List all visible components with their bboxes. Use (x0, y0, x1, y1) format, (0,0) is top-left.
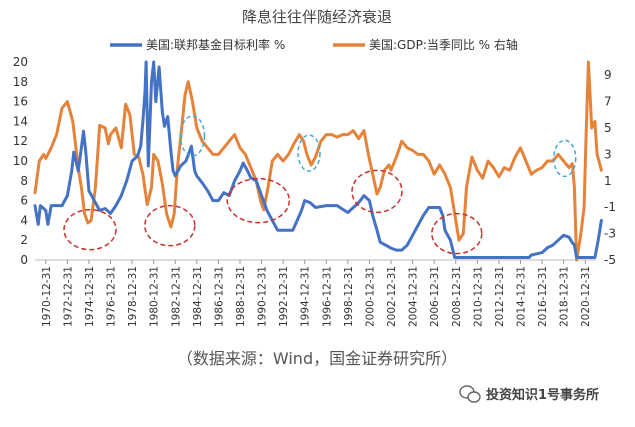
left-tick-label: 2 (20, 233, 28, 247)
x-tick-label: 1998-12-31 (343, 266, 355, 327)
x-tick-label: 1984-12-31 (192, 266, 204, 327)
x-axis: 1970-12-31 1972-12-31 1974-12-31 1976-12-31… (41, 260, 592, 327)
left-tick-label: 6 (20, 194, 28, 208)
right-axis: -5 -3 -1 1 3 5 7 9 (604, 68, 616, 267)
right-tick-label: 3 (604, 147, 612, 161)
x-tick-label: 1978-12-31 (127, 266, 139, 327)
x-tick-label: 2002-12-31 (386, 266, 398, 327)
left-tick-label: 20 (13, 55, 28, 69)
watermark-text: 投资知识1号事务所 (486, 387, 599, 403)
right-tick-label: -5 (604, 253, 616, 267)
x-tick-label: 1992-12-31 (278, 266, 290, 327)
x-tick-label: 1990-12-31 (257, 266, 269, 327)
x-tick-label: 1996-12-31 (321, 266, 333, 327)
peak-circle (297, 134, 321, 172)
x-tick-label: 2000-12-31 (364, 266, 376, 327)
right-tick-label: -3 (604, 227, 616, 241)
left-tick-label: 10 (13, 154, 28, 168)
legend: 美国:联邦基金目标利率 % 美国:GDP:当季同比 % 右轴 (110, 37, 518, 52)
recession-circle (63, 208, 117, 251)
x-tick-label: 2020-12-31 (580, 266, 592, 327)
recession-circle (226, 177, 291, 224)
legend-label: 美国:联邦基金目标利率 % (146, 37, 285, 52)
left-tick-label: 12 (13, 134, 28, 148)
left-axis: 0 2 4 6 8 10 12 14 16 18 20 (13, 55, 28, 267)
chart-title: 降息往往伴随经济衰退 (242, 8, 392, 26)
gdp-series-line (33, 60, 603, 262)
left-tick-label: 8 (20, 174, 28, 188)
recession-circle (351, 169, 403, 214)
x-tick-label: 1972-12-31 (62, 266, 74, 327)
recession-circle (431, 212, 483, 255)
x-tick-label: 2012-12-31 (494, 266, 506, 327)
x-tick-label: 2014-12-31 (515, 266, 527, 327)
watermark: 投资知识1号事务所 (459, 385, 599, 403)
x-tick-label: 2010-12-31 (472, 266, 484, 327)
peak-circle (552, 139, 577, 178)
recession-circle (144, 204, 196, 247)
left-tick-label: 4 (20, 213, 28, 227)
right-tick-label: -1 (604, 200, 616, 214)
legend-label: 美国:GDP:当季同比 % 右轴 (369, 37, 518, 52)
x-tick-label: 2008-12-31 (451, 266, 463, 327)
x-tick-label: 1994-12-31 (300, 266, 312, 327)
x-tick-label: 2006-12-31 (429, 266, 441, 327)
x-tick-label: 1988-12-31 (235, 266, 247, 327)
fed-rate-series-line (33, 60, 603, 259)
right-tick-label: 5 (604, 121, 612, 135)
x-tick-label: 1974-12-31 (84, 266, 96, 327)
x-tick-label: 1986-12-31 (213, 266, 225, 327)
source-note: （数据来源：Wind，国金证券研究所） (177, 349, 457, 368)
series-layer (33, 60, 603, 262)
left-tick-label: 16 (13, 95, 28, 109)
right-tick-label: 1 (604, 174, 612, 188)
x-tick-label: 1982-12-31 (170, 266, 182, 327)
x-tick-label: 2018-12-31 (559, 266, 571, 327)
x-tick-label: 1976-12-31 (106, 266, 118, 327)
x-tick-label: 1970-12-31 (41, 266, 53, 327)
x-tick-label: 2016-12-31 (537, 266, 549, 327)
right-tick-label: 7 (604, 95, 612, 109)
left-tick-label: 18 (13, 75, 28, 89)
annotation-layer (63, 115, 577, 255)
left-tick-label: 14 (13, 114, 28, 128)
left-tick-label: 0 (20, 253, 28, 267)
wechat-icon (459, 385, 481, 403)
x-tick-label: 1980-12-31 (149, 266, 161, 327)
right-tick-label: 9 (604, 68, 612, 82)
x-tick-label: 2004-12-31 (408, 266, 420, 327)
peak-circle (179, 115, 206, 157)
